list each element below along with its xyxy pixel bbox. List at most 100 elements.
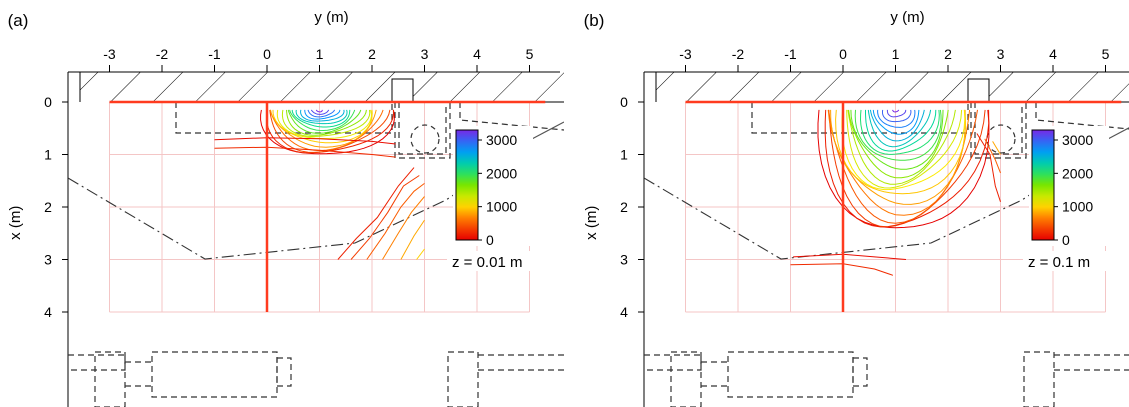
colorbar-tick-label: 2000 (486, 165, 517, 181)
contour-line (307, 109, 336, 118)
panel-label: (b) (584, 11, 605, 30)
x-tick-label: 3 (421, 46, 429, 62)
contour-line (416, 248, 425, 260)
y-tick-label: 1 (44, 147, 52, 163)
contour-line (289, 109, 356, 132)
contour-line (300, 109, 345, 122)
x-axis-title: y (m) (890, 9, 924, 26)
contour-line (281, 109, 371, 138)
dashed-outline (394, 102, 451, 159)
contour-line (824, 109, 990, 228)
machine-outline (670, 351, 702, 407)
plot-area (68, 72, 564, 407)
wall-notch (967, 78, 990, 103)
colorbar-tick-label: 2000 (1062, 165, 1093, 181)
contour-line (310, 109, 330, 115)
contour-line (848, 109, 949, 179)
dashed-outline (175, 102, 393, 134)
annotation-background (447, 251, 535, 271)
contour-line (287, 109, 362, 134)
colorbar-tick-label: 0 (486, 232, 494, 248)
x-tick-label: 1 (892, 46, 900, 62)
contour-line (291, 109, 351, 128)
x-tick-label: 5 (526, 46, 534, 62)
machine-outline (94, 351, 126, 407)
x-tick-label: -2 (732, 46, 745, 62)
contour-line (992, 141, 1001, 155)
x-tick-label: 4 (473, 46, 481, 62)
contour-line (892, 109, 900, 113)
x-axis-title: y (m) (314, 9, 348, 26)
contour-line (976, 133, 1001, 202)
contour-line (869, 109, 925, 142)
contour-line (828, 109, 986, 228)
y-tick-label: 2 (44, 199, 52, 215)
dashed-outline (459, 102, 564, 131)
x-tick-label: 0 (263, 46, 271, 62)
contour-group (790, 109, 1001, 276)
colorbar-tick-label: 1000 (1062, 199, 1093, 215)
contour-line (984, 138, 1001, 174)
contour-line (270, 109, 377, 148)
contour-line (790, 263, 894, 276)
contour-line (400, 219, 425, 260)
wall-hatch (80, 72, 564, 102)
wall-line (529, 121, 564, 141)
x-tick-label: 2 (944, 46, 952, 62)
y-tick-label: 4 (44, 304, 52, 320)
contour-line (350, 175, 420, 260)
panel-b-chart: (b) y (m) -3 -2 -1 0 1 2 3 4 5 0 1 2 3 4 x (m) 0 1000 2000 3… (583, 9, 1129, 407)
y-tick-label: 2 (620, 199, 628, 215)
contour-line (859, 109, 940, 155)
machine-outline (1023, 351, 1055, 407)
x-tick-label: -1 (784, 46, 797, 62)
dashed-outline (1035, 102, 1129, 130)
x-tick-label: 4 (1049, 46, 1057, 62)
x-tick-label: -2 (156, 46, 169, 62)
z-annotation: z = 0.01 m (452, 254, 522, 271)
colorbar-tick-label: 3000 (1062, 132, 1093, 148)
machine-outline (151, 351, 278, 398)
y-axis-title: x (m) (7, 206, 24, 240)
dashed-circle (410, 124, 440, 154)
machine-outline (68, 354, 126, 371)
contour-line (817, 109, 990, 229)
wall-hatch (656, 72, 1129, 102)
x-tick-label: -3 (679, 46, 692, 62)
machine-outline (276, 357, 292, 387)
x-tick-label: -1 (208, 46, 221, 62)
contour-line (269, 109, 391, 153)
contour-line (337, 167, 415, 260)
annotation-background (1023, 251, 1111, 271)
contour-line (382, 196, 425, 260)
wall-line (1105, 127, 1129, 141)
machine-outline (447, 351, 479, 407)
contour-line (872, 109, 920, 135)
contour-line (867, 109, 932, 148)
colorbar (455, 129, 479, 241)
contour-line (793, 253, 907, 260)
plot-area (644, 72, 1129, 407)
dashed-outline (974, 102, 1023, 155)
contour-line (846, 109, 963, 189)
contour-line (882, 109, 912, 123)
contour-line (214, 137, 396, 145)
contour-line (214, 146, 396, 158)
contour-line (304, 109, 341, 120)
contour-line (841, 109, 966, 191)
contour-line (850, 109, 944, 170)
y-axis-title: x (m) (583, 206, 600, 240)
contour-line (295, 109, 348, 125)
colorbar-tick-label: 1000 (486, 199, 517, 215)
x-tick-label: -3 (103, 46, 116, 62)
contour-line (286, 109, 367, 136)
colorbar-tick-label: 3000 (486, 132, 517, 148)
dashed-outline (970, 102, 1027, 159)
contour-line (366, 183, 425, 260)
x-tick-label: 0 (839, 46, 847, 62)
machine-outline (644, 354, 702, 371)
x-tick-label: 3 (997, 46, 1005, 62)
y-tick-label: 4 (620, 304, 628, 320)
contour-line (865, 109, 937, 152)
